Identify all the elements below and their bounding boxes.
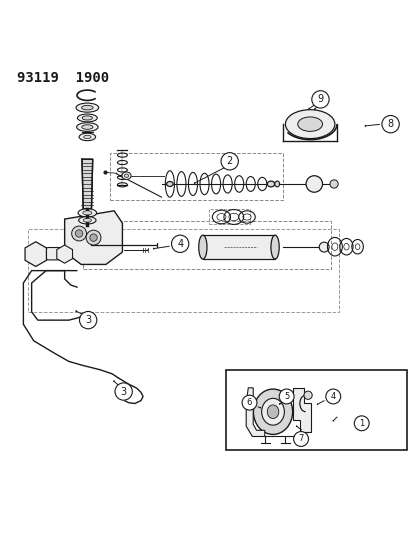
Polygon shape [57,245,72,263]
Circle shape [90,234,97,241]
Text: 2: 2 [226,156,232,166]
FancyBboxPatch shape [46,247,63,260]
Circle shape [171,235,188,253]
Ellipse shape [78,209,96,217]
Circle shape [79,311,97,329]
Circle shape [278,389,293,404]
Ellipse shape [83,135,91,139]
Circle shape [75,230,83,237]
Ellipse shape [81,106,93,110]
Ellipse shape [76,123,98,131]
Ellipse shape [270,235,278,259]
Circle shape [221,152,238,170]
Ellipse shape [122,172,131,180]
Ellipse shape [198,235,206,259]
Polygon shape [25,242,46,266]
Text: 9: 9 [317,94,323,104]
FancyBboxPatch shape [225,370,406,450]
Ellipse shape [124,174,128,177]
Ellipse shape [77,114,97,122]
Circle shape [325,389,340,404]
Bar [110,153,282,200]
Polygon shape [82,159,93,209]
Bar [209,209,250,223]
Text: 8: 8 [387,119,393,129]
Ellipse shape [253,389,292,434]
Ellipse shape [76,103,98,112]
Ellipse shape [285,110,334,139]
Circle shape [381,116,398,133]
Text: 6: 6 [246,398,252,407]
Polygon shape [246,388,264,437]
Circle shape [311,91,328,108]
Ellipse shape [267,181,274,187]
Text: 1: 1 [358,419,363,428]
Ellipse shape [261,398,284,425]
Circle shape [115,383,132,400]
Text: 4: 4 [177,239,183,249]
Ellipse shape [82,116,92,120]
Circle shape [318,242,328,252]
Text: 93119  1900: 93119 1900 [17,70,109,85]
Ellipse shape [82,125,93,130]
Text: 3: 3 [120,386,126,397]
Ellipse shape [297,117,322,131]
Bar [202,235,274,259]
Polygon shape [64,211,122,264]
Text: 3: 3 [85,315,91,325]
Bar [27,229,338,312]
Circle shape [329,180,337,188]
Polygon shape [292,388,310,432]
Circle shape [305,176,322,192]
Text: 5: 5 [283,392,289,401]
Circle shape [86,230,101,245]
Ellipse shape [83,219,91,222]
Ellipse shape [79,133,95,141]
Circle shape [293,432,308,447]
Ellipse shape [166,182,173,187]
Ellipse shape [83,211,92,215]
Bar [83,221,330,269]
Circle shape [71,226,86,241]
Circle shape [303,391,311,399]
Ellipse shape [267,405,278,418]
Ellipse shape [274,181,279,187]
Circle shape [242,395,256,410]
Ellipse shape [78,216,96,224]
Circle shape [354,416,368,431]
Text: 7: 7 [298,434,303,443]
Text: 4: 4 [330,392,335,401]
